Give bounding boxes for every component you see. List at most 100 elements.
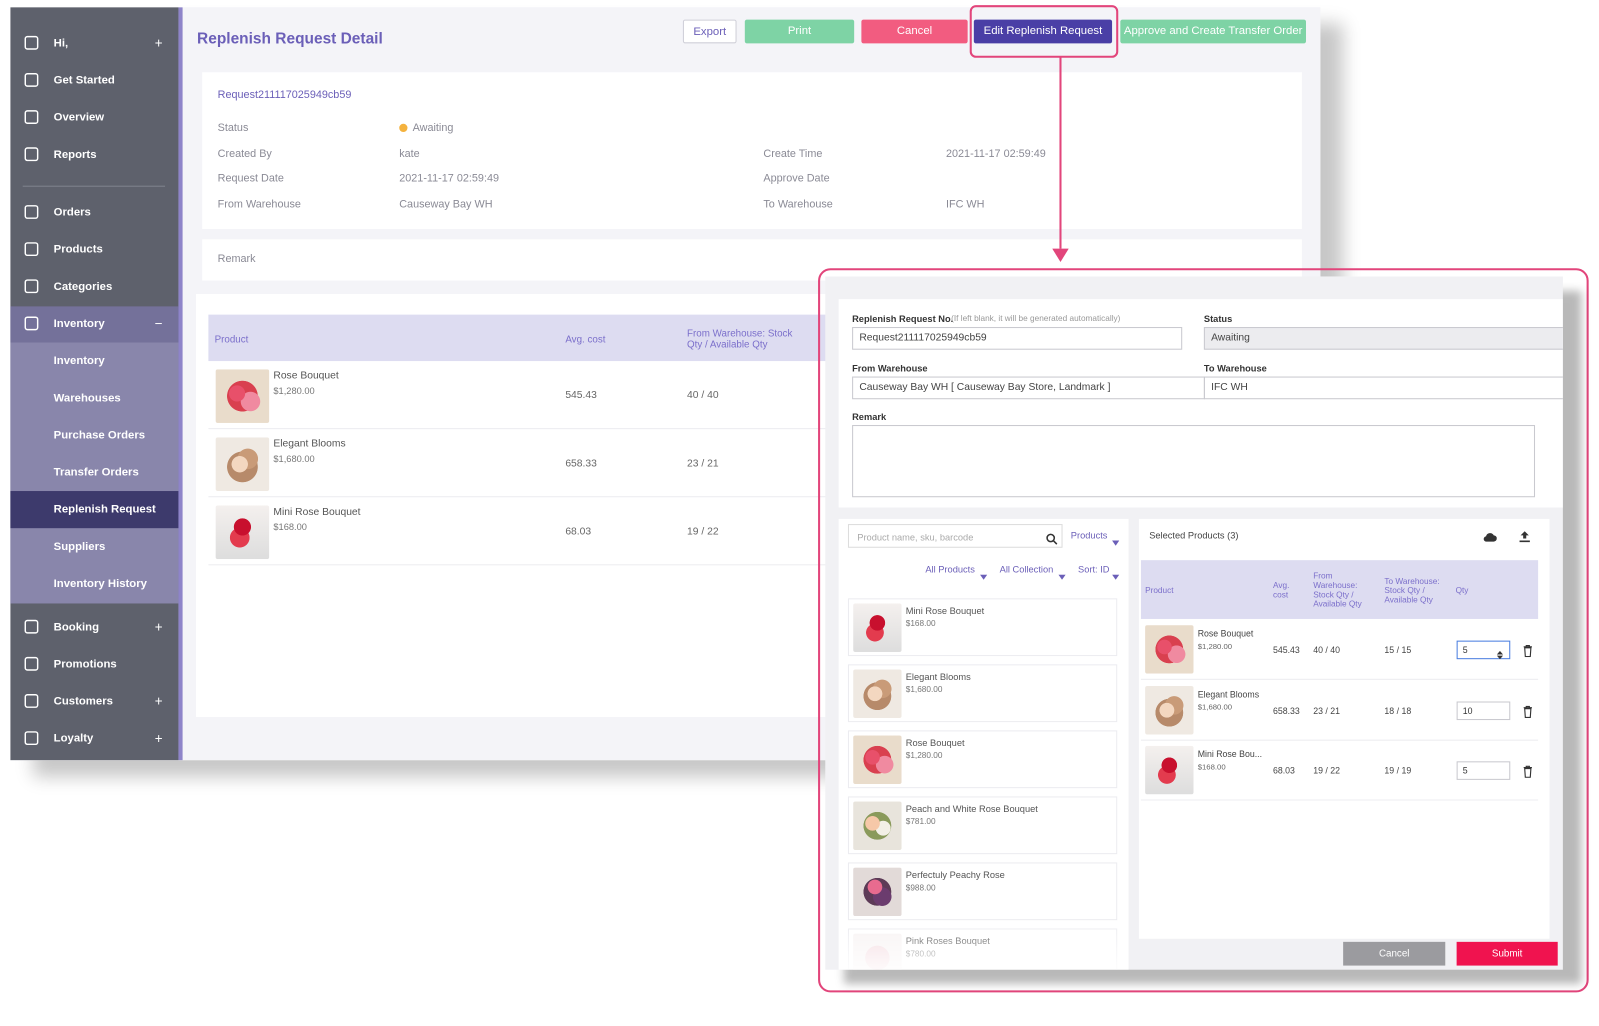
arrow xyxy=(1052,56,1069,263)
action-button[interactable]: Approve and Create Transfer Order xyxy=(1120,19,1307,44)
nav-item[interactable]: Hi, xyxy=(53,37,69,50)
product-price: $168.00 xyxy=(273,521,307,533)
icon-shape xyxy=(1483,533,1497,542)
nav-item[interactable]: Orders xyxy=(53,206,91,219)
field-value: Awaiting xyxy=(412,121,454,135)
nav-item[interactable]: Overview xyxy=(53,111,105,124)
icon-shape xyxy=(24,147,39,162)
column-header: From Warehouse: Stock Qty / Available Qt… xyxy=(687,328,793,351)
select-input[interactable]: Causeway Bay WH [ Causeway Bay Store, La… xyxy=(852,376,1205,400)
icon-shape xyxy=(24,694,39,708)
icon-shape xyxy=(24,242,39,257)
search-placeholder: Product name, sku, barcode xyxy=(857,531,974,543)
product-thumbnail xyxy=(215,437,270,492)
action-button[interactable]: Export xyxy=(682,19,737,44)
qty-input[interactable]: 5 xyxy=(1456,761,1511,780)
from-stock: 23 / 21 xyxy=(1313,705,1341,716)
nav-item[interactable]: Customers xyxy=(53,695,113,708)
nav-subitem[interactable]: Inventory History xyxy=(53,577,147,591)
column-header: Qty xyxy=(1455,585,1469,595)
nav-item[interactable]: Booking xyxy=(53,621,100,634)
icon-shape xyxy=(1519,531,1530,543)
nav-item[interactable]: Promotions xyxy=(53,658,117,671)
icon-shape xyxy=(980,574,988,580)
field-value: Causeway Bay WH xyxy=(399,198,493,211)
action-button[interactable]: Edit Replenish Request xyxy=(973,19,1113,44)
to-stock: 18 / 18 xyxy=(1384,705,1412,716)
caret xyxy=(1112,532,1120,546)
nav-item[interactable]: Inventory xyxy=(53,317,105,331)
filter[interactable]: Sort: ID xyxy=(1078,564,1110,575)
nav-toggle[interactable]: + xyxy=(154,618,163,635)
action-button[interactable]: Cancel xyxy=(861,19,968,44)
nav-toggle[interactable]: − xyxy=(154,315,163,332)
product-thumbnail xyxy=(853,669,902,718)
nav-item[interactable]: Categories xyxy=(53,280,113,293)
remark-card: Remark xyxy=(202,239,1302,281)
nav-subitem[interactable]: Replenish Request xyxy=(53,503,156,516)
nav-toggle[interactable]: + xyxy=(154,35,163,51)
icon-shape xyxy=(1046,533,1058,545)
product-price: $781.00 xyxy=(905,817,936,827)
download-icon[interactable] xyxy=(1483,529,1497,542)
callout-frame xyxy=(818,268,1589,993)
nav-item[interactable]: Get Started xyxy=(53,74,115,87)
page-title: Replenish Request Detail xyxy=(197,29,383,48)
icon-shape xyxy=(1523,765,1532,778)
nav-subitem[interactable]: Inventory xyxy=(53,354,105,368)
filter[interactable]: All Collection xyxy=(999,564,1054,575)
nav-toggle[interactable]: + xyxy=(154,730,163,746)
catalog-card[interactable]: Rose Bouquet $1,280.00 xyxy=(847,730,1118,789)
caret xyxy=(1058,566,1066,580)
qty-input[interactable]: 5 xyxy=(1456,640,1511,660)
catalog-card[interactable]: Peach and White Rose Bouquet $781.00 xyxy=(847,796,1118,855)
search-input[interactable]: Product name, sku, barcode xyxy=(847,524,1063,548)
submit-button[interactable]: Submit xyxy=(1456,941,1558,966)
nav-item[interactable]: Products xyxy=(53,243,103,256)
filter[interactable]: All Products xyxy=(925,564,975,575)
icon-shape xyxy=(1052,540,1058,545)
nav-toggle[interactable]: + xyxy=(154,693,163,709)
select-input[interactable]: IFC WH xyxy=(1203,376,1563,400)
column-header: Product xyxy=(214,333,249,346)
textarea[interactable] xyxy=(852,425,1536,498)
upload-icon[interactable] xyxy=(1519,529,1531,543)
info-card: Request211117025949cb59 Status Awaiting Cre… xyxy=(202,72,1302,230)
text-input[interactable]: Request211117025949cb59 xyxy=(852,327,1183,350)
field-label: Status xyxy=(1203,313,1233,324)
sidebar: Hi, + Get Started Overview Reports Orders Prod… xyxy=(10,7,179,761)
nav-subitem[interactable]: Transfer Orders xyxy=(53,466,139,479)
table-header xyxy=(1140,560,1539,619)
status-dot xyxy=(399,123,408,133)
nav-icon xyxy=(24,316,39,331)
delete-icon[interactable] xyxy=(1523,704,1533,718)
catalog-card[interactable]: Mini Rose Bouquet $168.00 xyxy=(847,598,1118,657)
nav-icon xyxy=(24,656,39,671)
avg-cost: 68.03 xyxy=(565,526,592,538)
nav-subitem[interactable]: Suppliers xyxy=(53,540,106,553)
nav-item[interactable]: Loyalty xyxy=(53,732,94,745)
catalog-card[interactable]: Elegant Blooms $1,680.00 xyxy=(847,664,1118,723)
search-scope[interactable]: Products xyxy=(1070,530,1108,541)
product-price: $1,680.00 xyxy=(1197,702,1233,712)
nav-subitem[interactable]: Warehouses xyxy=(53,392,121,405)
stock-qty: 19 / 22 xyxy=(687,526,719,538)
action-button[interactable]: Print xyxy=(744,19,855,44)
cancel-button[interactable]: Cancel xyxy=(1343,941,1446,966)
table-row xyxy=(1140,740,1539,801)
icon-shape xyxy=(1112,540,1120,546)
nav-item[interactable]: Reports xyxy=(53,148,97,161)
nav-active-row xyxy=(10,491,179,529)
field-value: IFC WH xyxy=(945,198,985,211)
icon-shape xyxy=(24,73,39,87)
nav-subitem[interactable]: Purchase Orders xyxy=(53,429,146,442)
product-price: $1,680.00 xyxy=(273,453,315,465)
select-input[interactable]: Awaiting xyxy=(1203,327,1563,350)
nav-icon xyxy=(24,279,39,294)
delete-icon[interactable] xyxy=(1523,644,1533,658)
column-header: Avg. cost xyxy=(1272,580,1290,600)
qty-input[interactable]: 10 xyxy=(1456,700,1511,720)
catalog-card[interactable]: Perfectuly Peachy Rose $988.00 xyxy=(847,862,1118,921)
icon-shape xyxy=(1112,574,1120,580)
delete-icon[interactable] xyxy=(1523,764,1533,778)
